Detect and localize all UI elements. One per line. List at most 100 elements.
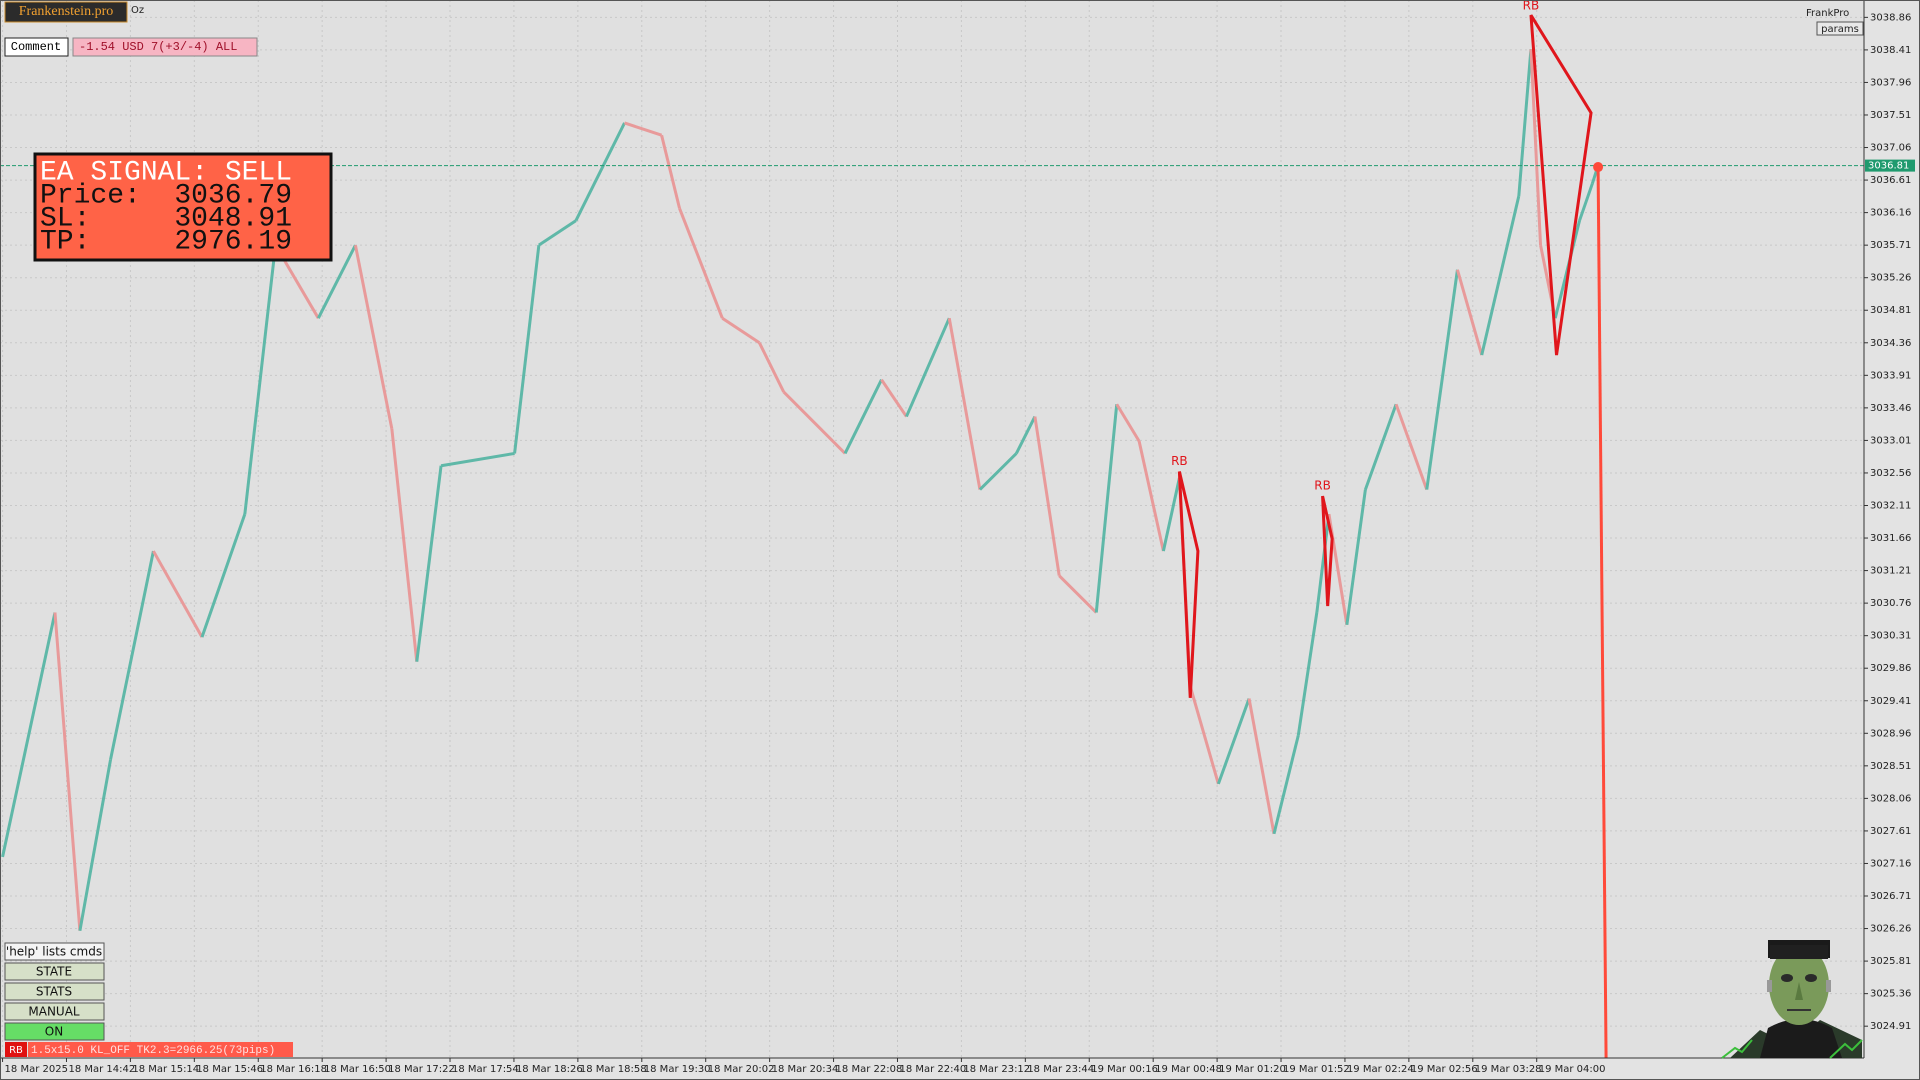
mascot	[1721, 940, 1863, 1059]
price-segment	[1137, 440, 1165, 552]
y-tick-label: 3029.86	[1870, 663, 1911, 674]
price-segment	[1363, 403, 1398, 491]
signal-tp-label: TP:	[40, 226, 90, 257]
y-tick-label: 3036.61	[1870, 175, 1911, 186]
pattern	[1529, 14, 1593, 356]
price-segment	[1272, 735, 1300, 835]
y-tick-label: 3036.16	[1870, 208, 1911, 219]
price-segment	[1517, 49, 1533, 197]
x-tick-label: 19 Mar 02:56	[1411, 1064, 1478, 1075]
price-segment	[721, 316, 761, 345]
signal-sl-label: SL:	[40, 203, 90, 234]
x-tick-label: 18 Mar 2025	[5, 1064, 68, 1075]
price-segment	[1345, 489, 1367, 626]
y-tick-label: 3035.71	[1870, 240, 1911, 251]
y-tick-label: 3033.01	[1870, 435, 1911, 446]
price-segment	[390, 428, 419, 662]
price-segment	[152, 550, 204, 638]
price-segment	[538, 219, 577, 247]
price-segment	[678, 207, 724, 319]
price-segment	[1015, 415, 1037, 455]
state-button[interactable]	[4, 962, 105, 981]
on[interactable]: ON	[45, 1025, 63, 1039]
x-tick-label: 18 Mar 15:46	[196, 1064, 263, 1075]
y-tick-label: 3029.41	[1870, 696, 1911, 707]
comment-value: -1.54 USD 7(+3/-4) ALL	[79, 40, 237, 54]
x-tick-label: 18 Mar 20:02	[708, 1064, 775, 1075]
x-tick-label: 18 Mar 18:26	[516, 1064, 583, 1075]
state[interactable]: STATE	[36, 965, 72, 979]
y-tick-label: 3034.81	[1870, 305, 1911, 316]
signal-tp: 2976.19	[174, 226, 292, 257]
x-tick-label: 18 Mar 20:34	[772, 1064, 839, 1075]
x-tick-label: 18 Mar 22:40	[899, 1064, 966, 1075]
signal-title: EA SIGNAL: SELL	[40, 157, 292, 188]
comment-value-box	[72, 37, 258, 57]
price-segment	[1296, 612, 1319, 736]
x-tick-label: 19 Mar 00:16	[1091, 1064, 1158, 1075]
x-tick-label: 18 Mar 19:30	[644, 1064, 711, 1075]
y-tick-label: 3026.71	[1870, 891, 1911, 902]
y-tick-label: 3028.51	[1870, 761, 1911, 772]
status-box	[28, 1042, 293, 1057]
x-tick-label: 18 Mar 18:58	[580, 1064, 647, 1075]
price-segment	[782, 390, 847, 455]
y-tick-label: 3031.21	[1870, 566, 1911, 577]
y-tick-label: 3038.41	[1870, 45, 1911, 56]
brand[interactable]: Frankenstein.pro	[19, 4, 113, 19]
on-button[interactable]	[4, 1022, 105, 1041]
price-segment	[1425, 269, 1459, 490]
comment-label: Comment	[11, 40, 61, 54]
x-tick-label: 19 Mar 01:20	[1219, 1064, 1286, 1075]
stats[interactable]: STATS	[36, 985, 72, 999]
price-segment	[758, 342, 786, 393]
y-tick-label: 3037.51	[1870, 110, 1911, 121]
current-price-label: 3036.81	[1868, 161, 1909, 172]
y-tick-label: 3031.66	[1870, 533, 1911, 544]
x-tick-label: 19 Mar 00:48	[1155, 1064, 1222, 1075]
price-segment	[353, 244, 394, 430]
price-segment	[1247, 698, 1276, 835]
help-box[interactable]	[4, 942, 105, 961]
price-segment	[1033, 416, 1061, 576]
params-button[interactable]	[1816, 21, 1864, 36]
price-segment	[905, 317, 951, 418]
x-tick-label: 18 Mar 17:54	[452, 1064, 519, 1075]
pattern	[1177, 471, 1200, 698]
price-segment	[1480, 195, 1521, 356]
signal-marker	[1593, 162, 1604, 173]
price-segment	[78, 759, 113, 931]
y-tick-label: 3030.31	[1870, 631, 1911, 642]
manual-button[interactable]	[4, 1002, 105, 1021]
stats-button[interactable]	[4, 982, 105, 1001]
y-tick-label: 3027.61	[1870, 826, 1911, 837]
price-segment	[843, 379, 883, 455]
price-segment	[1216, 698, 1251, 785]
pattern-label: RB	[1171, 454, 1188, 468]
price-segment	[978, 452, 1018, 491]
pattern-label: RB	[1523, 0, 1540, 13]
help[interactable]: 'help' lists cmds	[6, 945, 102, 959]
price-segment	[1315, 513, 1331, 613]
price-segment	[243, 244, 277, 515]
y-tick-label: 3025.81	[1870, 956, 1911, 967]
price-segment	[574, 122, 626, 222]
current-price-box	[1865, 159, 1915, 172]
price-segment	[947, 317, 982, 490]
y-tick-label: 3027.16	[1870, 858, 1911, 869]
x-tick-label: 18 Mar 16:50	[324, 1064, 391, 1075]
manual[interactable]: MANUAL	[28, 1005, 80, 1019]
status-text: 1.5x15.0 KL_OFF TK2.3=2966.25(73pips)	[31, 1045, 275, 1057]
brand-box[interactable]	[4, 1, 128, 23]
x-tick-label: 19 Mar 02:24	[1347, 1064, 1414, 1075]
price-segment	[1188, 685, 1220, 785]
y-tick-label: 3037.06	[1870, 143, 1911, 154]
status-tag-box	[5, 1042, 27, 1057]
symbol: Oz	[131, 5, 144, 16]
price-segment	[1394, 403, 1429, 491]
y-tick-label: 3033.46	[1870, 403, 1911, 414]
price-segment	[440, 451, 515, 468]
y-tick-label: 3037.96	[1870, 77, 1911, 88]
params[interactable]: params	[1821, 24, 1859, 35]
account: FrankPro	[1806, 8, 1849, 19]
